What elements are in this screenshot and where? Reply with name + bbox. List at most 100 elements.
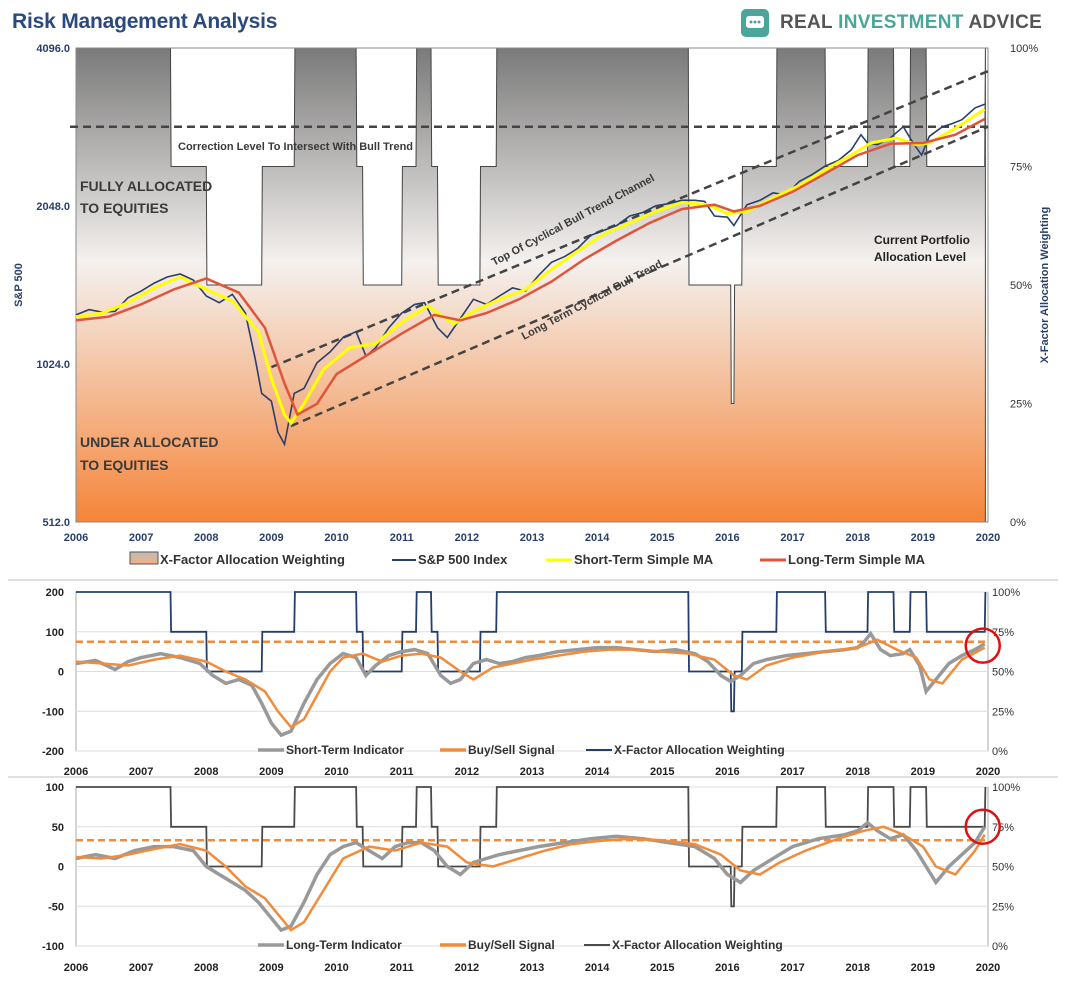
short-term-x-tick-label: 2015 xyxy=(650,766,674,778)
long-trend-line xyxy=(290,125,989,428)
short-term-legend-label: Short-Term Indicator xyxy=(286,743,404,757)
x-tick-label: 2015 xyxy=(650,532,674,544)
brand-name: REAL INVESTMENT ADVICE xyxy=(780,12,1043,33)
long-term-x-tick-label: 2012 xyxy=(455,962,479,974)
short-term-x-tick-label: 2013 xyxy=(520,766,544,778)
long-term-legend-label: Buy/Sell Signal xyxy=(468,938,555,952)
x-tick-label: 2010 xyxy=(324,532,348,544)
fully-allocated-label-1: FULLY ALLOCATED xyxy=(80,178,212,194)
page-title: Risk Management Analysis xyxy=(12,10,278,33)
long-term-y-tick-label: -100 xyxy=(42,941,64,953)
x-tick-label: 2017 xyxy=(780,532,804,544)
short-term-x-tick-label: 2006 xyxy=(64,766,88,778)
short-term-x-tick-label: 2017 xyxy=(780,766,804,778)
x-tick-label: 2018 xyxy=(845,532,869,544)
x-tick-label: 2008 xyxy=(194,532,218,544)
short-term-x-tick-label: 2014 xyxy=(585,766,610,778)
short-term-x-tick-label: 2018 xyxy=(845,766,869,778)
y2-tick-label: 50% xyxy=(1010,280,1032,292)
long-term-x-tick-label: 2008 xyxy=(194,962,218,974)
short-term-signal-line xyxy=(75,638,986,729)
x-tick-label: 2007 xyxy=(129,532,153,544)
short-term-y2-tick-label: 0% xyxy=(992,746,1008,758)
long-term-x-tick-label: 2013 xyxy=(520,962,544,974)
correction-label: Correction Level To Intersect With Bull … xyxy=(178,141,413,153)
x-tick-label: 2011 xyxy=(390,532,414,544)
short-term-x-tick-label: 2009 xyxy=(259,766,283,778)
long-term-indicator-line xyxy=(75,820,987,933)
long-term-highlight-circle xyxy=(964,808,1001,845)
long-term-x-tick-label: 2009 xyxy=(259,962,283,974)
x-tick-label: 2009 xyxy=(259,532,283,544)
short-term-y-tick-label: -200 xyxy=(42,746,64,758)
short-term-x-tick-label: 2012 xyxy=(455,766,479,778)
y2-tick-label: 0% xyxy=(1010,517,1026,529)
long-term-y2-tick-label: 75% xyxy=(992,822,1014,834)
short-term-x-tick-label: 2008 xyxy=(194,766,218,778)
short-term-y2-tick-label: 25% xyxy=(992,706,1014,718)
y2-tick-label: 75% xyxy=(1010,162,1032,174)
long-term-x-tick-label: 2020 xyxy=(976,962,1000,974)
long-term-y-tick-label: 0 xyxy=(58,862,64,874)
long-term-xfactor-line xyxy=(76,786,987,908)
long-term-legend-label: X-Factor Allocation Weighting xyxy=(612,938,783,952)
legend-label-long-ma: Long-Term Simple MA xyxy=(788,552,926,567)
long-term-y2-tick-label: 0% xyxy=(992,941,1008,953)
x-tick-label: 2014 xyxy=(585,532,610,544)
short-term-legend-label: Buy/Sell Signal xyxy=(468,743,555,757)
long-term-signal-line xyxy=(75,825,986,932)
short-term-y-tick-label: 100 xyxy=(46,627,64,639)
long-term-y2-tick-label: 25% xyxy=(992,901,1014,913)
long-term-x-tick-label: 2007 xyxy=(129,962,153,974)
short-term-y-tick-label: 200 xyxy=(46,587,64,599)
x-tick-label: 2016 xyxy=(715,532,739,544)
long-ma-line xyxy=(75,117,986,417)
long-term-x-tick-label: 2011 xyxy=(390,962,414,974)
y2-axis-label: X-Factor Allocation Weighting xyxy=(1039,207,1051,363)
long-term-y-tick-label: 50 xyxy=(52,822,64,834)
fully-allocated-label-2: TO EQUITIES xyxy=(80,200,168,216)
current-label-2: Allocation Level xyxy=(874,250,966,264)
y2-tick-label: 25% xyxy=(1010,399,1032,411)
legend-label-sp500: S&P 500 Index xyxy=(418,552,508,567)
brand: REAL INVESTMENT ADVICE xyxy=(740,8,1042,38)
under-allocated-label-1: UNDER ALLOCATED xyxy=(80,434,218,450)
legend-swatch-xfactor xyxy=(129,551,159,565)
short-term-x-tick-label: 2010 xyxy=(324,766,348,778)
under-allocated-label-2: TO EQUITIES xyxy=(80,457,168,473)
short-term-highlight-circle xyxy=(964,627,1001,664)
short-term-y2-tick-label: 100% xyxy=(992,587,1020,599)
long-term-x-tick-label: 2018 xyxy=(845,962,869,974)
short-term-x-tick-label: 2019 xyxy=(911,766,935,778)
x-tick-label: 2006 xyxy=(64,532,88,544)
short-term-y-tick-label: 0 xyxy=(58,667,64,679)
long-term-x-tick-label: 2014 xyxy=(585,962,610,974)
short-term-xfactor-line xyxy=(76,591,987,713)
short-term-y2-tick-label: 50% xyxy=(992,667,1014,679)
panel1-frame xyxy=(75,47,989,523)
x-tick-label: 2020 xyxy=(976,532,1000,544)
long-term-y2-tick-label: 100% xyxy=(992,782,1020,794)
y-axis-label: S&P 500 xyxy=(13,263,25,307)
short-ma-line xyxy=(75,108,986,426)
y2-tick-label: 100% xyxy=(1010,43,1038,55)
short-term-x-tick-label: 2020 xyxy=(976,766,1000,778)
short-term-x-tick-label: 2016 xyxy=(715,766,739,778)
short-term-x-tick-label: 2011 xyxy=(390,766,414,778)
y-tick-label: 1024.0 xyxy=(36,359,70,371)
long-term-x-tick-label: 2017 xyxy=(780,962,804,974)
long-term-y-tick-label: 100 xyxy=(46,782,64,794)
current-label-1: Current Portfolio xyxy=(874,233,970,247)
y-tick-label: 4096.0 xyxy=(36,43,70,55)
long-term-x-tick-label: 2016 xyxy=(715,962,739,974)
x-tick-label: 2013 xyxy=(520,532,544,544)
y-tick-label: 2048.0 xyxy=(36,201,70,213)
short-term-x-tick-label: 2007 xyxy=(129,766,153,778)
x-tick-label: 2019 xyxy=(911,532,935,544)
chat-bubble-icon xyxy=(741,9,769,37)
x-tick-label: 2012 xyxy=(455,532,479,544)
long-term-y2-tick-label: 50% xyxy=(992,862,1014,874)
legend-label-short-ma: Short-Term Simple MA xyxy=(574,552,714,567)
long-term-x-tick-label: 2015 xyxy=(650,962,674,974)
